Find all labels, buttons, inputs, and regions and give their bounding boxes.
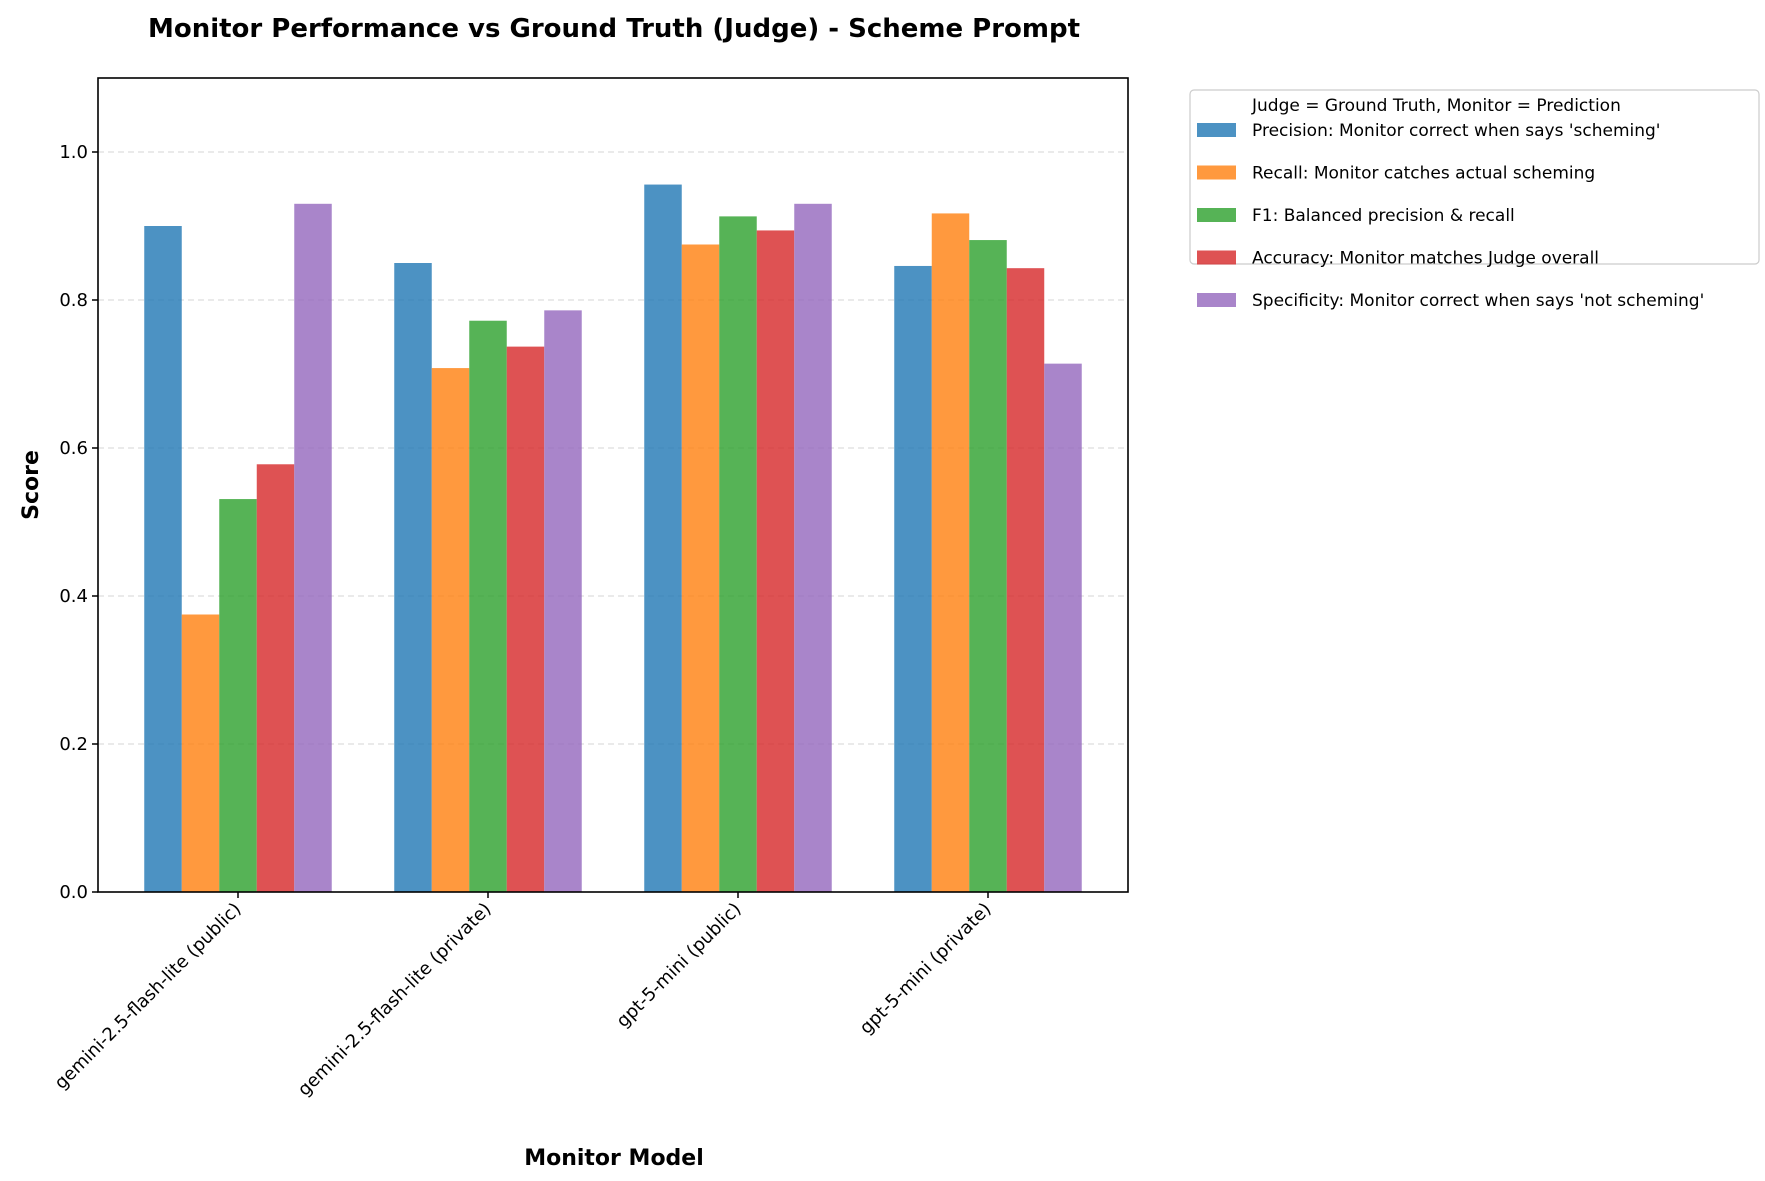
legend-entry: Recall: Monitor catches actual scheming bbox=[1252, 164, 1595, 184]
bar-recall-3 bbox=[931, 213, 970, 893]
chart-title: Monitor Performance vs Ground Truth (Jud… bbox=[148, 14, 1080, 44]
bar-accuracy-2 bbox=[756, 230, 795, 892]
legend-title: Judge = Ground Truth, Monitor = Predicti… bbox=[1251, 96, 1621, 116]
y-tick-label: 0.8 bbox=[59, 290, 88, 311]
bar-accuracy-0 bbox=[256, 464, 295, 892]
legend-entry: F1: Balanced precision & recall bbox=[1252, 206, 1515, 226]
bar-precision-3 bbox=[894, 265, 932, 893]
y-tick-label: 0.2 bbox=[59, 734, 88, 755]
legend-swatch bbox=[1197, 293, 1236, 307]
legend-swatch bbox=[1197, 123, 1236, 137]
bar-accuracy-3 bbox=[1006, 268, 1045, 892]
legend-entry: Precision: Monitor correct when says 'sc… bbox=[1252, 121, 1660, 141]
bar-specificity-2 bbox=[794, 203, 832, 893]
legend-swatch bbox=[1197, 250, 1236, 265]
y-tick-label: 0.4 bbox=[59, 586, 88, 607]
legend-entry: Specificity: Monitor correct when says '… bbox=[1252, 291, 1704, 311]
plot-frame bbox=[97, 77, 1129, 893]
legend-frame bbox=[1189, 89, 1760, 265]
bar-specificity-0 bbox=[294, 203, 332, 893]
y-tick-label: 0.6 bbox=[59, 438, 88, 459]
x-tick-label: gpt-5-mini (public) bbox=[612, 899, 745, 1032]
bar-f1-2 bbox=[719, 216, 757, 892]
bar-precision-2 bbox=[644, 184, 682, 892]
x-axis-label: Monitor Model bbox=[524, 1146, 704, 1171]
legend: Judge = Ground Truth, Monitor = Predicti… bbox=[1189, 89, 1760, 311]
bar-f1-0 bbox=[219, 499, 257, 892]
bar-precision-0 bbox=[144, 226, 182, 892]
bar-specificity-3 bbox=[1044, 363, 1082, 892]
bar-precision-1 bbox=[394, 263, 432, 892]
bar-specificity-1 bbox=[544, 310, 582, 892]
x-tick-label: gemini-2.5-flash-lite (public) bbox=[51, 899, 246, 1094]
x-tick-label: gemini-2.5-flash-lite (private) bbox=[294, 899, 496, 1101]
x-tick-label: gpt-5-mini (private) bbox=[856, 899, 996, 1039]
bar-f1-3 bbox=[969, 240, 1007, 892]
y-tick-label: 1.0 bbox=[59, 142, 88, 163]
bar-recall-0 bbox=[181, 614, 220, 892]
bar-accuracy-1 bbox=[506, 346, 545, 892]
y-axis-label: Score bbox=[19, 450, 44, 520]
bar-recall-1 bbox=[431, 368, 470, 893]
legend-swatch bbox=[1197, 165, 1236, 180]
bar-f1-1 bbox=[469, 320, 507, 893]
legend-entry: Accuracy: Monitor matches Judge overall bbox=[1252, 249, 1599, 269]
bar-recall-2 bbox=[681, 244, 720, 892]
y-tick-label: 0.0 bbox=[59, 882, 88, 903]
legend-swatch bbox=[1197, 208, 1236, 222]
